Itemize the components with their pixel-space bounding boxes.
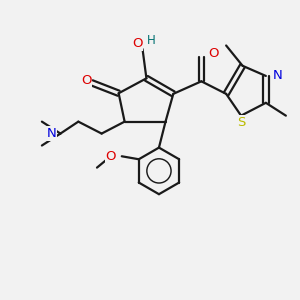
Text: N: N xyxy=(272,69,282,82)
Text: S: S xyxy=(237,116,245,129)
Text: N: N xyxy=(47,127,57,140)
Text: O: O xyxy=(208,47,218,60)
Text: O: O xyxy=(132,37,142,50)
Text: O: O xyxy=(105,150,116,163)
Text: O: O xyxy=(81,74,92,87)
Text: H: H xyxy=(146,34,155,47)
